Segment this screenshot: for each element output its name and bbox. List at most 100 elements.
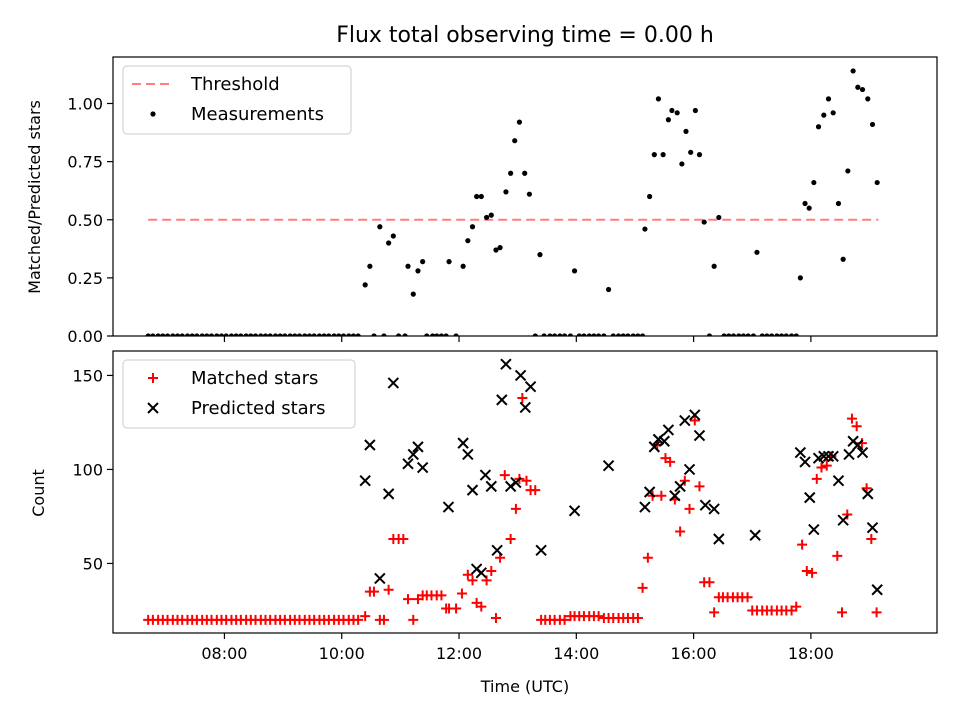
data-point — [620, 333, 626, 336]
data-point — [466, 484, 479, 496]
data-point — [567, 333, 574, 336]
data-point — [306, 333, 313, 336]
data-point — [675, 526, 686, 537]
data-point — [874, 179, 880, 186]
data-point — [559, 614, 570, 625]
data-point — [367, 263, 373, 269]
data-point — [453, 333, 459, 336]
data-point — [605, 286, 612, 293]
data-point — [387, 377, 400, 389]
data-point — [262, 333, 269, 336]
top-y-tick-label: 1.00 — [67, 95, 103, 114]
data-point — [478, 193, 484, 200]
data-point — [145, 333, 151, 336]
data-point — [632, 612, 643, 623]
data-point — [845, 168, 851, 174]
data-point — [699, 499, 712, 511]
data-point — [475, 567, 488, 579]
top-plot-area — [145, 68, 880, 336]
legend-swatch — [148, 373, 158, 383]
data-point — [442, 501, 455, 513]
data-point — [658, 435, 670, 447]
bottom-axes-frame — [112, 350, 938, 634]
data-point — [811, 179, 817, 186]
data-point — [825, 96, 832, 102]
data-point — [446, 259, 452, 265]
data-point — [736, 333, 742, 336]
data-point — [637, 582, 648, 593]
data-point — [479, 469, 492, 481]
data-point — [822, 450, 835, 462]
data-point — [716, 214, 722, 221]
data-point — [272, 333, 279, 336]
data-point — [412, 441, 424, 453]
data-point — [164, 333, 171, 336]
data-point — [296, 333, 303, 336]
data-point — [610, 333, 616, 336]
data-point — [769, 333, 775, 336]
data-point — [189, 333, 195, 336]
data-point — [850, 68, 856, 74]
data-point — [467, 575, 478, 586]
data-point — [581, 333, 587, 336]
data-point — [647, 193, 653, 200]
data-point — [832, 475, 845, 487]
data-point — [869, 121, 876, 128]
data-point — [402, 594, 413, 605]
data-point — [557, 333, 563, 336]
data-point — [625, 333, 631, 336]
data-point — [243, 333, 249, 336]
data-point — [856, 446, 869, 459]
data-point — [818, 450, 830, 462]
data-point — [252, 333, 259, 336]
data-point — [368, 586, 379, 597]
data-point — [204, 333, 210, 336]
data-point — [505, 534, 516, 544]
x-tick-label: 16:00 — [671, 644, 717, 663]
data-point — [801, 565, 812, 576]
data-point — [842, 509, 853, 520]
data-point — [693, 429, 706, 442]
data-point — [835, 200, 842, 207]
data-point — [402, 333, 408, 336]
data-point — [535, 544, 547, 556]
data-point — [586, 333, 592, 336]
data-point — [160, 333, 166, 336]
data-point — [778, 333, 785, 336]
data-point — [248, 333, 254, 336]
data-point — [836, 607, 847, 618]
data-point — [415, 268, 421, 274]
data-point — [233, 333, 239, 336]
data-point — [730, 333, 737, 336]
data-point — [503, 189, 509, 195]
data-point — [643, 486, 656, 498]
data-point — [688, 149, 694, 155]
data-point — [490, 612, 501, 623]
data-point — [821, 460, 832, 471]
data-point — [462, 569, 473, 580]
legend-label: Threshold — [190, 74, 280, 95]
data-point — [497, 245, 503, 251]
data-point — [749, 529, 761, 541]
top-y-tick-label: 0.50 — [67, 211, 103, 230]
legend-box — [122, 65, 352, 135]
data-point — [689, 409, 701, 421]
data-point — [510, 476, 522, 489]
data-point — [522, 170, 528, 176]
data-point — [547, 333, 553, 336]
data-point — [514, 369, 527, 382]
data-point — [802, 200, 808, 207]
data-point — [416, 461, 429, 474]
series-measurements — [145, 68, 880, 336]
data-point — [457, 437, 469, 449]
data-point — [496, 394, 508, 406]
data-point — [526, 191, 532, 197]
data-point — [655, 96, 662, 102]
data-point — [258, 333, 264, 336]
data-point — [764, 333, 770, 336]
data-point — [223, 333, 229, 336]
data-point — [486, 565, 497, 576]
bottom-plot-area — [143, 358, 883, 625]
data-point — [721, 333, 727, 336]
data-point — [571, 268, 578, 274]
